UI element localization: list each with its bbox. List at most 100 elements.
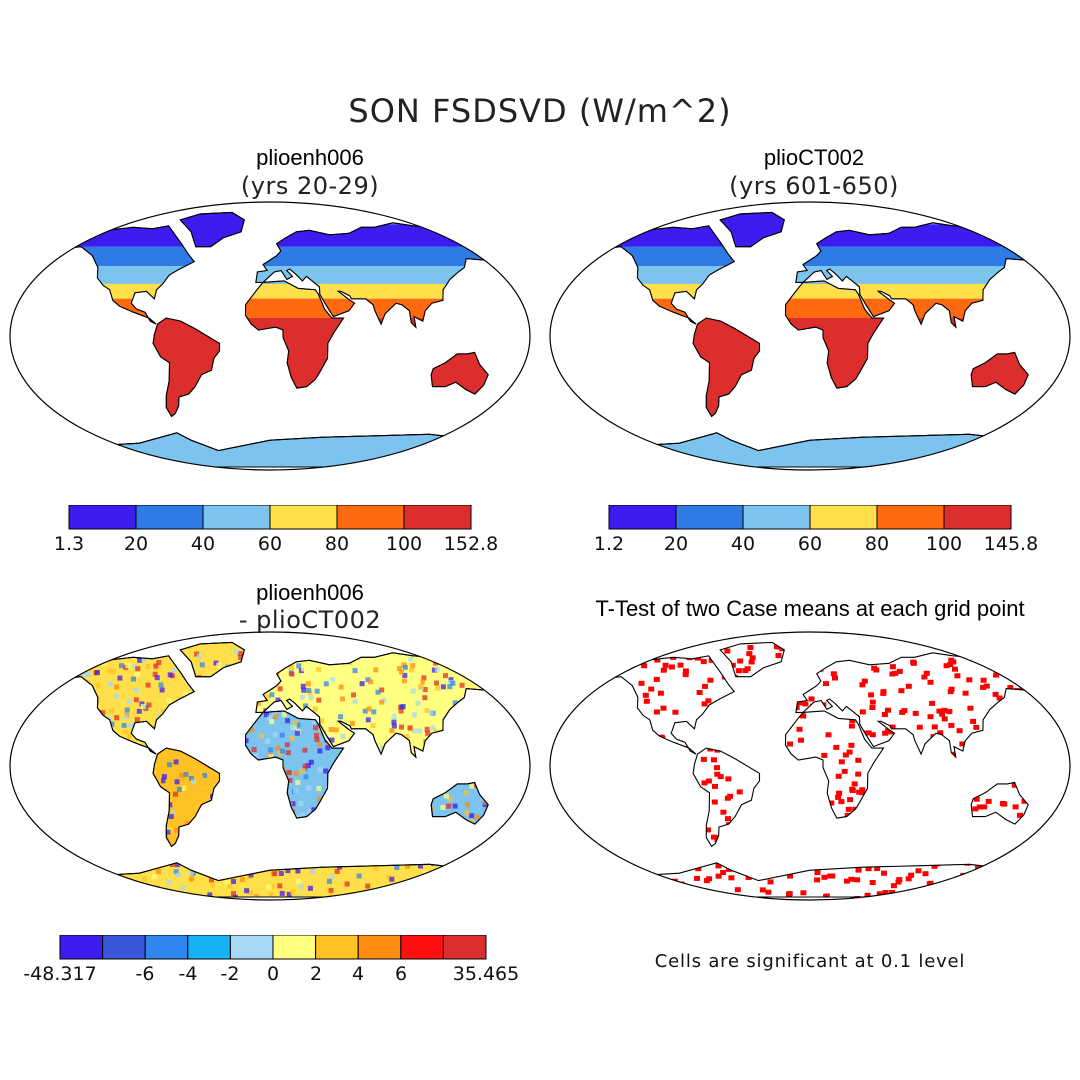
diff-cell xyxy=(44,636,49,641)
diff-cell xyxy=(408,821,414,827)
diff-cell xyxy=(91,642,97,644)
diff-cell xyxy=(54,736,60,742)
significant-cell xyxy=(999,723,1006,729)
significant-cell xyxy=(726,696,733,702)
significant-cell xyxy=(717,774,724,780)
colorbar-tick-label: 1.2 xyxy=(593,533,625,555)
diff-cell xyxy=(90,890,96,896)
diff-cell xyxy=(73,752,79,758)
significant-cell xyxy=(940,805,947,811)
diff-cell xyxy=(266,644,272,650)
diff-cell xyxy=(489,823,495,829)
diff-cell xyxy=(121,787,127,793)
diff-cell xyxy=(258,653,264,659)
diff-cell xyxy=(508,868,510,874)
significant-cell xyxy=(638,680,645,686)
significant-cell xyxy=(615,818,622,824)
diff-cell xyxy=(166,880,172,886)
significant-cell xyxy=(904,817,911,823)
diff-cell xyxy=(310,869,316,875)
significant-cell xyxy=(885,777,892,783)
significant-cell xyxy=(1008,776,1015,782)
diff-cell xyxy=(312,642,318,648)
significant-cell xyxy=(541,655,547,660)
significant-cell xyxy=(957,816,964,822)
diff-cell xyxy=(250,794,256,800)
significant-cell xyxy=(1015,881,1022,886)
diff-cell xyxy=(13,690,18,695)
diff-cell xyxy=(81,644,87,650)
diff-cell xyxy=(13,672,18,677)
diff-cell xyxy=(137,764,143,770)
colorbar-tick-label: 100 xyxy=(385,533,423,555)
significant-cell xyxy=(600,709,607,715)
significant-cell xyxy=(566,640,572,645)
diff-cell xyxy=(76,735,82,741)
significant-cell xyxy=(686,903,692,908)
significant-cell xyxy=(601,727,608,733)
diff-cell xyxy=(12,811,17,816)
significant-cell xyxy=(712,783,718,789)
significant-cell xyxy=(747,645,754,650)
significant-cell xyxy=(976,804,983,810)
significant-cell xyxy=(825,827,832,833)
diff-cell xyxy=(2,694,7,699)
diff-cell xyxy=(86,887,91,893)
diff-cell xyxy=(442,906,447,910)
diff-cell xyxy=(65,836,70,842)
diff-cell xyxy=(415,816,421,821)
significant-cell xyxy=(716,852,723,858)
diff-cell xyxy=(533,894,538,899)
significant-cell xyxy=(819,655,825,661)
diff-cell xyxy=(302,763,308,769)
diff-cell xyxy=(122,788,128,794)
diff-cell xyxy=(512,698,517,703)
diff-cell xyxy=(490,701,496,707)
diff-cell xyxy=(67,652,73,658)
colorbar-tick-label: -48.317 xyxy=(23,963,97,985)
significant-cell xyxy=(662,784,669,790)
diff-cell xyxy=(57,895,63,897)
significant-cell xyxy=(581,716,588,722)
significant-cell xyxy=(1066,732,1072,737)
diff-cell xyxy=(435,774,441,779)
significant-cell xyxy=(604,758,611,764)
diff-cell xyxy=(507,856,510,862)
diff-cell xyxy=(189,876,194,882)
significant-cell xyxy=(1047,772,1050,778)
diff-cell xyxy=(141,802,147,808)
diff-cell xyxy=(148,755,154,761)
diff-cell xyxy=(456,883,462,889)
significant-cell xyxy=(795,777,802,783)
diff-cell xyxy=(404,845,410,851)
significant-cell xyxy=(992,691,999,697)
diff-cell xyxy=(293,771,299,777)
significant-cell xyxy=(947,662,954,667)
diff-cell xyxy=(258,848,264,854)
significant-cell xyxy=(899,745,906,751)
significant-cell xyxy=(700,659,707,665)
diff-cell xyxy=(140,791,146,797)
significant-cell xyxy=(1023,750,1030,756)
significant-cell xyxy=(1056,870,1062,875)
diff-cell xyxy=(72,713,78,719)
diff-cell xyxy=(162,794,168,799)
diff-cell xyxy=(84,711,90,717)
diff-cell xyxy=(492,795,498,801)
diff-cell xyxy=(312,706,318,712)
diff-cell xyxy=(272,731,278,737)
significant-cell xyxy=(767,730,773,736)
diff-cell xyxy=(461,722,467,728)
diff-cell xyxy=(282,785,288,791)
significant-cell xyxy=(1040,800,1047,806)
colorbar-swatch xyxy=(229,935,274,960)
diff-cell xyxy=(454,646,460,652)
diff-cell xyxy=(323,768,329,774)
diff-cell xyxy=(375,689,381,695)
significant-cell xyxy=(827,873,834,879)
significant-cell xyxy=(601,651,608,657)
diff-cell xyxy=(300,650,306,656)
diff-cell xyxy=(145,632,150,637)
diff-cell xyxy=(337,654,342,660)
significant-cell xyxy=(702,683,708,689)
